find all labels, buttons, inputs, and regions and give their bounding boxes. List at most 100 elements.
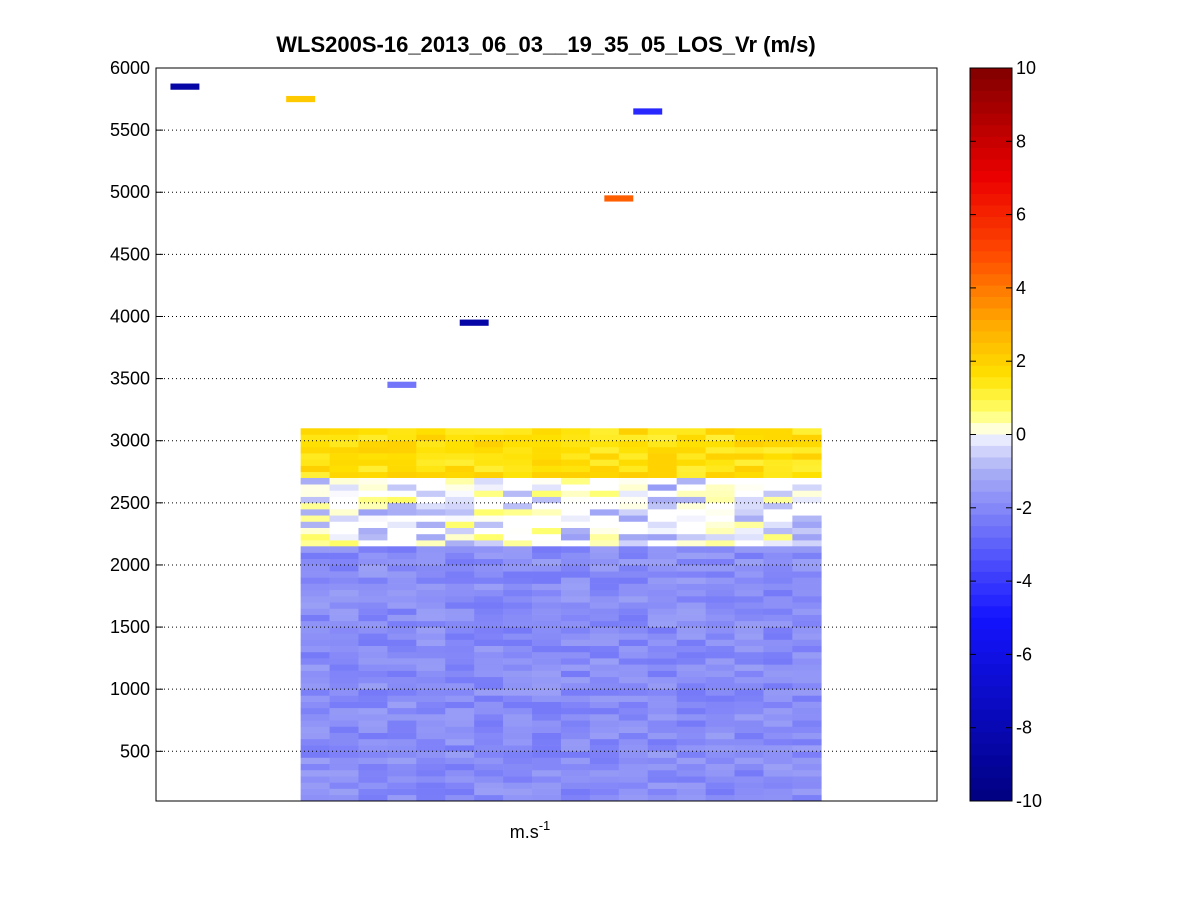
heatmap-cell <box>503 459 533 466</box>
heatmap-cell <box>705 490 735 497</box>
heatmap-cell <box>647 596 677 603</box>
heatmap-cell <box>416 676 446 684</box>
heatmap-cell <box>792 596 822 603</box>
heatmap-cell <box>792 614 822 622</box>
heatmap-cell <box>416 608 446 615</box>
heatmap-cell <box>589 701 620 709</box>
heatmap-cell <box>445 577 475 584</box>
heatmap-cell <box>763 788 793 796</box>
heatmap-cell <box>618 577 649 584</box>
heatmap-cell <box>329 571 359 578</box>
heatmap-cell <box>532 533 562 541</box>
heatmap-cell <box>734 471 764 479</box>
heatmap-cell <box>329 676 359 684</box>
heatmap-cell <box>676 521 706 528</box>
heatmap-cell <box>445 589 475 597</box>
heatmap-cell <box>387 521 417 528</box>
heatmap-cell <box>329 664 359 671</box>
scattered-cell <box>604 195 634 202</box>
heatmap-cell <box>532 614 562 622</box>
heatmap-cell <box>647 714 677 721</box>
heatmap-cell <box>358 794 388 802</box>
heatmap-cell <box>445 695 475 702</box>
heatmap-cell <box>647 689 677 696</box>
heatmap-cell <box>416 769 446 777</box>
heatmap-cell <box>445 757 475 765</box>
heatmap-cell <box>589 546 620 553</box>
heatmap-cell <box>474 571 504 578</box>
heatmap-cell <box>734 477 764 485</box>
heatmap-cell <box>763 602 793 609</box>
heatmap-cell <box>734 726 764 733</box>
heatmap-cell <box>329 428 359 435</box>
heatmap-cell <box>474 471 504 479</box>
heatmap-cell <box>445 558 475 566</box>
heatmap-cell <box>474 732 504 740</box>
heatmap-cell <box>705 564 735 572</box>
heatmap-cell <box>474 726 504 733</box>
heatmap-cell <box>676 633 706 640</box>
heatmap-cell <box>705 459 735 466</box>
colorbar-step <box>970 79 1012 92</box>
heatmap-cell <box>734 602 764 609</box>
heatmap-cell <box>300 546 330 553</box>
heatmap-cell <box>300 434 330 442</box>
heatmap-cell <box>387 446 417 454</box>
heatmap-cell <box>329 701 359 709</box>
heatmap-cell <box>618 521 649 528</box>
heatmap-cell <box>647 658 677 665</box>
heatmap-cell <box>560 714 591 721</box>
heatmap-cell <box>300 732 330 740</box>
heatmap-cell <box>618 453 649 460</box>
heatmap-cell <box>705 608 735 615</box>
heatmap-cell <box>676 645 706 653</box>
heatmap-cell <box>358 763 388 771</box>
heatmap-cell <box>532 484 562 491</box>
heatmap-cell <box>734 776 764 783</box>
heatmap-cell <box>329 608 359 615</box>
heatmap-cell <box>474 527 504 535</box>
heatmap-cell <box>734 707 764 715</box>
heatmap-cell <box>589 490 620 497</box>
heatmap-cell <box>589 676 620 684</box>
heatmap-cell <box>618 446 649 454</box>
heatmap-cell <box>676 639 706 646</box>
heatmap-cell <box>792 738 822 746</box>
heatmap-cell <box>474 502 504 510</box>
heatmap-cell <box>763 695 793 702</box>
heatmap-cell <box>329 521 359 528</box>
heatmap-cell <box>300 720 330 727</box>
heatmap-cell <box>416 515 446 522</box>
heatmap-cell <box>705 428 735 435</box>
heatmap-cell <box>792 701 822 709</box>
colorbar-step <box>970 216 1012 229</box>
heatmap-cell <box>618 490 649 497</box>
heatmap-cell <box>300 707 330 715</box>
heatmap-cell <box>560 477 591 485</box>
heatmap-cell <box>589 689 620 696</box>
heatmap-cell <box>792 602 822 609</box>
heatmap-cell <box>647 620 677 628</box>
heatmap-cell <box>792 546 822 553</box>
heatmap-cell <box>705 627 735 634</box>
colorbar-step <box>970 629 1012 642</box>
heatmap-cell <box>387 645 417 653</box>
heatmap-cell <box>589 726 620 733</box>
colorbar-step <box>970 720 1012 733</box>
colorbar-step <box>970 491 1012 504</box>
heatmap-cell <box>503 546 533 553</box>
heatmap-cell <box>532 782 562 789</box>
heatmap-cell <box>763 583 793 591</box>
heatmap-cell <box>763 477 793 485</box>
heatmap-cell <box>358 527 388 535</box>
heatmap-cell <box>676 571 706 578</box>
colorbar-step <box>970 125 1012 138</box>
heatmap-cell <box>589 509 620 516</box>
heatmap-cell <box>560 701 591 709</box>
heatmap-cell <box>734 502 764 510</box>
heatmap-cell <box>416 720 446 727</box>
heatmap-cell <box>618 502 649 510</box>
heatmap-cell <box>705 751 735 758</box>
heatmap-cell <box>329 533 359 541</box>
heatmap-cell <box>589 627 620 634</box>
